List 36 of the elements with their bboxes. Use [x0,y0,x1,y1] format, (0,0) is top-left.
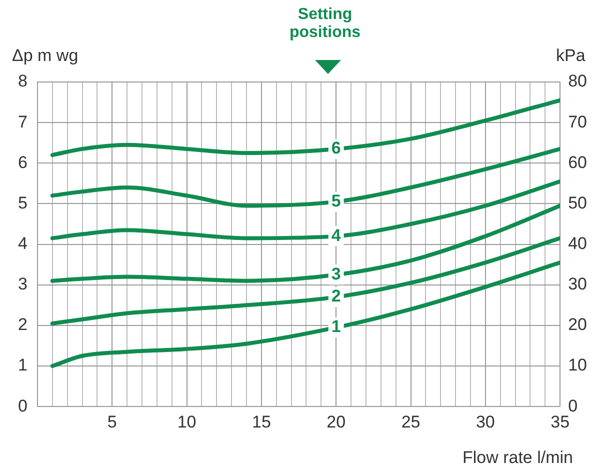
y-tick-label: 7 [18,112,28,132]
x-tick-label: 35 [550,412,570,432]
y2-tick-label: 80 [568,72,588,91]
y2-tick-label: 50 [568,193,588,212]
y2-tick-label: 0 [568,396,578,416]
y-tick-label: 6 [18,152,28,172]
y2-tick-label: 10 [568,356,588,375]
y2-tick-label: 40 [568,234,588,253]
x-tick-label: 15 [252,412,271,432]
x-axis-title: Flow rate l/min [462,448,573,468]
y-tick-label: 2 [18,315,28,334]
series-label: 5 [331,191,341,210]
x-tick-label: 30 [476,412,495,432]
x-tick-label: 5 [107,412,117,432]
series-label: 4 [331,226,342,245]
y2-tick-label: 70 [568,112,588,132]
x-tick-label: 10 [177,412,196,432]
y-axis-title: Δp m wg [12,46,78,66]
y2-axis-title: kPa [556,46,586,66]
x-tick-label: 20 [326,412,346,432]
series-label: 2 [331,286,341,306]
y-tick-label: 5 [18,193,28,212]
y-tick-label: 4 [18,234,28,253]
y-tick-label: 8 [18,72,28,91]
y2-tick-label: 30 [568,274,588,294]
y-tick-label: 3 [18,274,28,294]
x-tick-label: 25 [401,412,420,432]
y-tick-label: 1 [18,356,28,375]
chart-title: Setting positions [288,6,362,42]
series-label: 1 [331,317,341,336]
y2-tick-label: 60 [568,152,588,172]
line-series [50,260,560,368]
y2-tick-label: 20 [568,315,588,334]
y-tick-label: 0 [18,396,28,416]
series-label: 6 [331,138,341,158]
series-label: 3 [331,264,341,284]
